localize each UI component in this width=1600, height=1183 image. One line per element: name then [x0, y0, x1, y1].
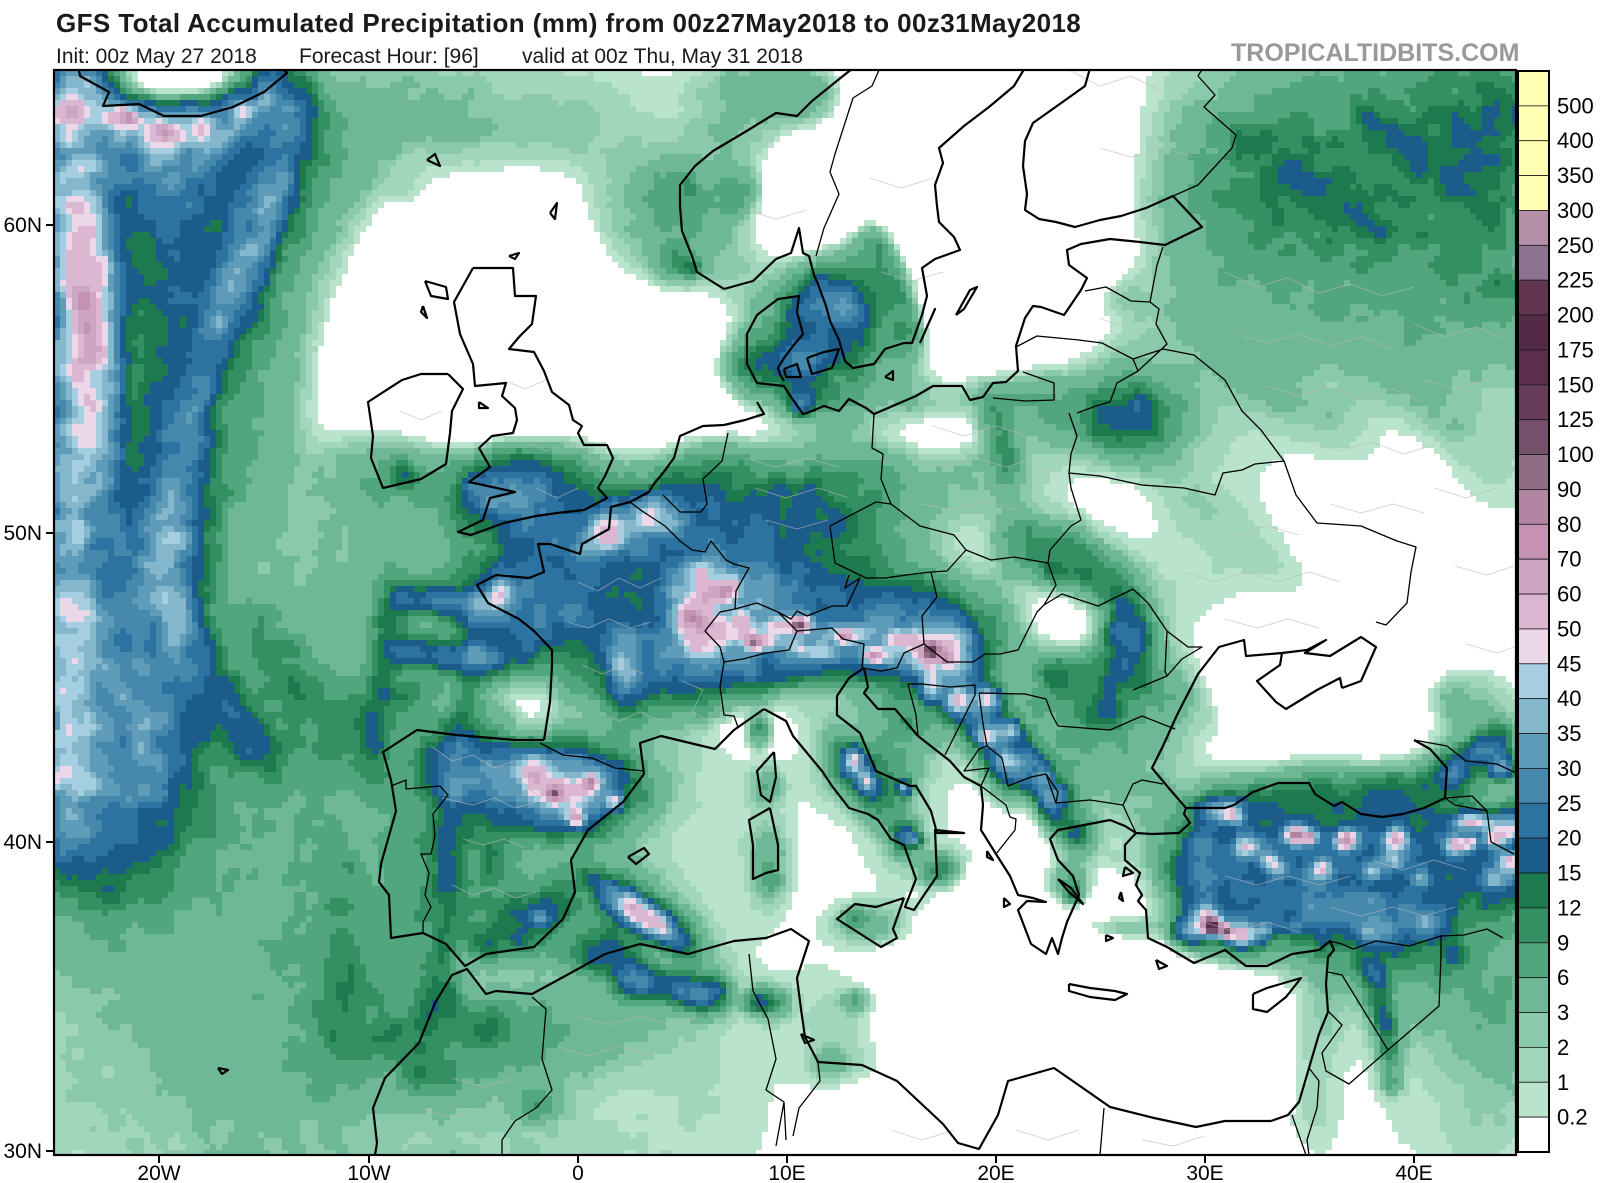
svg-text:20: 20 — [1557, 826, 1581, 851]
svg-text:40E: 40E — [1395, 1162, 1432, 1183]
svg-text:25: 25 — [1557, 791, 1581, 816]
svg-text:3: 3 — [1557, 1000, 1569, 1025]
svg-text:40N: 40N — [3, 831, 42, 854]
svg-text:40: 40 — [1557, 686, 1581, 711]
svg-text:50N: 50N — [3, 522, 42, 545]
svg-text:1: 1 — [1557, 1070, 1569, 1095]
svg-text:6: 6 — [1557, 965, 1569, 990]
svg-text:0: 0 — [572, 1162, 584, 1183]
svg-text:200: 200 — [1557, 303, 1594, 328]
svg-text:500: 500 — [1557, 93, 1594, 118]
svg-text:250: 250 — [1557, 233, 1594, 258]
svg-text:125: 125 — [1557, 407, 1594, 432]
svg-text:20E: 20E — [977, 1162, 1014, 1183]
svg-text:30N: 30N — [3, 1140, 42, 1163]
svg-text:90: 90 — [1557, 477, 1581, 502]
svg-text:30: 30 — [1557, 756, 1581, 781]
svg-text:10W: 10W — [347, 1162, 390, 1183]
svg-text:60N: 60N — [3, 214, 42, 237]
svg-text:350: 350 — [1557, 163, 1594, 188]
svg-text:150: 150 — [1557, 372, 1594, 397]
svg-text:12: 12 — [1557, 895, 1581, 920]
svg-text:30E: 30E — [1186, 1162, 1223, 1183]
svg-text:60: 60 — [1557, 582, 1581, 607]
svg-text:50: 50 — [1557, 616, 1581, 641]
svg-text:15: 15 — [1557, 861, 1581, 886]
svg-text:45: 45 — [1557, 651, 1581, 676]
svg-text:70: 70 — [1557, 547, 1581, 572]
svg-text:2: 2 — [1557, 1035, 1569, 1060]
svg-text:300: 300 — [1557, 198, 1594, 223]
svg-text:35: 35 — [1557, 721, 1581, 746]
svg-text:225: 225 — [1557, 268, 1594, 293]
svg-text:400: 400 — [1557, 128, 1594, 153]
svg-text:175: 175 — [1557, 338, 1594, 363]
svg-text:10E: 10E — [768, 1162, 805, 1183]
svg-text:80: 80 — [1557, 512, 1581, 537]
svg-text:0.2: 0.2 — [1557, 1105, 1588, 1130]
svg-text:100: 100 — [1557, 442, 1594, 467]
svg-text:9: 9 — [1557, 930, 1569, 955]
svg-text:20W: 20W — [137, 1162, 180, 1183]
